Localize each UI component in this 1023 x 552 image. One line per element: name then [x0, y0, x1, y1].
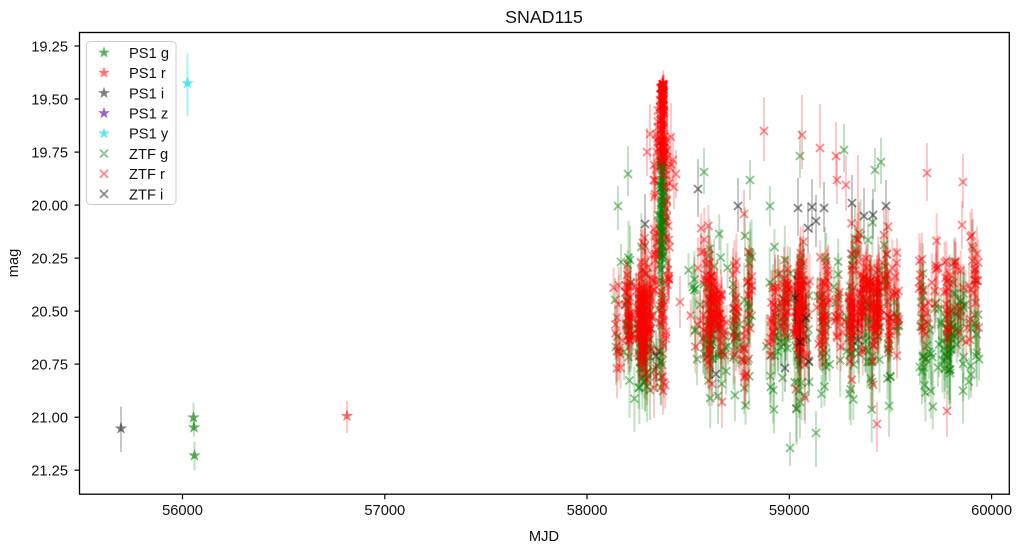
svg-text:20.25: 20.25 [31, 251, 68, 267]
svg-text:56000: 56000 [162, 503, 203, 519]
svg-text:PS1 r: PS1 r [129, 66, 166, 82]
svg-text:ZTF i: ZTF i [129, 187, 163, 203]
svg-text:ZTF r: ZTF r [129, 167, 165, 183]
svg-text:59000: 59000 [769, 503, 810, 519]
svg-text:mag: mag [6, 249, 22, 278]
svg-text:60000: 60000 [971, 503, 1012, 519]
svg-text:PS1 i: PS1 i [129, 86, 164, 102]
svg-text:19.75: 19.75 [31, 145, 68, 161]
svg-text:PS1 z: PS1 z [129, 107, 168, 123]
svg-text:20.00: 20.00 [31, 198, 68, 214]
svg-text:SNAD115: SNAD115 [505, 7, 583, 27]
svg-text:19.50: 19.50 [31, 92, 68, 108]
svg-text:20.50: 20.50 [31, 304, 68, 320]
svg-text:MJD: MJD [529, 529, 559, 545]
svg-text:57000: 57000 [364, 503, 405, 519]
svg-text:PS1 y: PS1 y [129, 127, 169, 143]
svg-text:ZTF g: ZTF g [129, 147, 168, 163]
svg-text:21.00: 21.00 [31, 411, 68, 427]
svg-text:19.25: 19.25 [31, 39, 68, 55]
svg-text:PS1 g: PS1 g [129, 46, 169, 62]
svg-text:20.75: 20.75 [31, 357, 68, 373]
svg-text:21.25: 21.25 [31, 464, 68, 480]
svg-text:58000: 58000 [567, 503, 608, 519]
